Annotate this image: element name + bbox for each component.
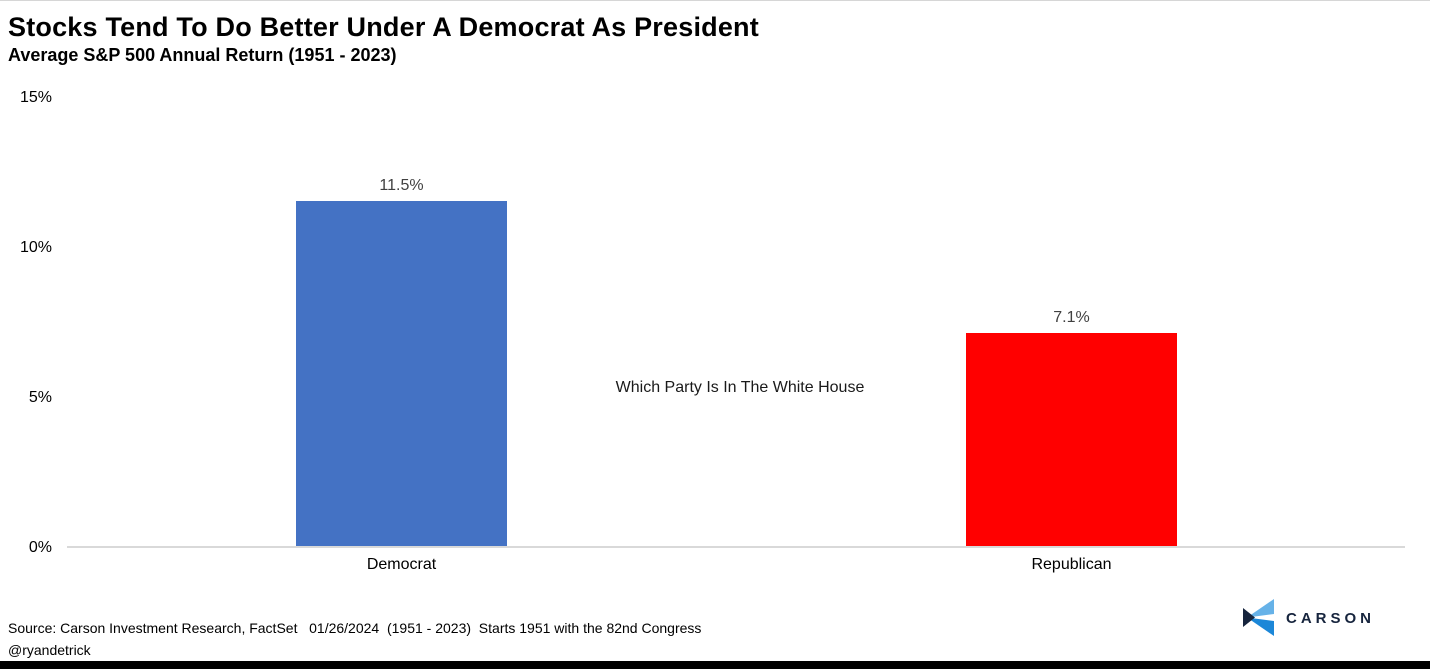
carson-chevron-icon bbox=[1243, 599, 1274, 636]
author-handle: @ryandetrick bbox=[8, 642, 91, 658]
source-text: Source: Carson Investment Research, Fact… bbox=[8, 620, 702, 636]
bar-value-republican: 7.1% bbox=[1053, 309, 1090, 326]
chart-subtitle: Average S&P 500 Annual Return (1951 - 20… bbox=[8, 45, 397, 65]
bar-group-republican: 7.1% Republican bbox=[966, 98, 1177, 573]
bar-republican: 7.1% bbox=[966, 309, 1177, 546]
y-axis-tick-10: 10% bbox=[19, 239, 52, 256]
chart-title: Stocks Tend To Do Better Under A Democra… bbox=[8, 12, 759, 42]
plot-area: 11.5% Democrat 7.1% Republican bbox=[67, 98, 1405, 573]
category-label-democrat: Democrat bbox=[366, 556, 437, 573]
bar-democrat: 11.5% bbox=[296, 177, 507, 546]
y-axis-tick-5: 5% bbox=[28, 389, 52, 406]
center-annotation: Which Party Is In The White House bbox=[615, 379, 865, 396]
bar-value-democrat: 11.5% bbox=[379, 177, 424, 194]
y-axis-tick-15: 15% bbox=[19, 89, 52, 106]
carson-logo: CARSON bbox=[1243, 599, 1375, 636]
bottom-black-bar bbox=[0, 661, 1430, 669]
category-label-republican: Republican bbox=[1031, 556, 1112, 573]
carson-logo-text: CARSON bbox=[1286, 610, 1376, 627]
y-axis-tick-0: 0% bbox=[28, 539, 52, 556]
bar-group-democrat: 11.5% Democrat bbox=[296, 98, 507, 573]
